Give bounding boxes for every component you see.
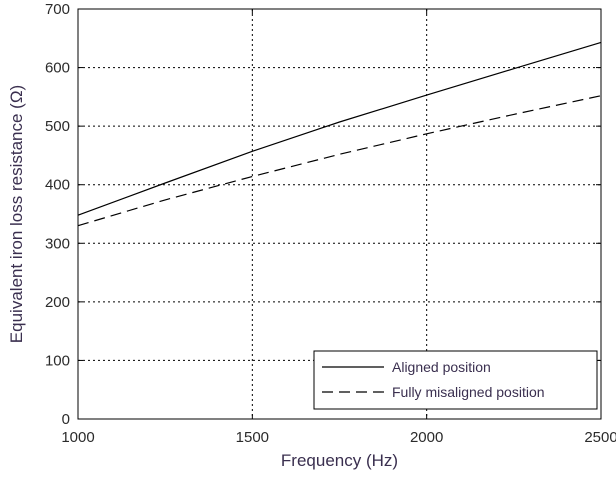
y-tick-labels: 0 100 200 300 400 500 600 700 bbox=[45, 1, 70, 428]
series-lines bbox=[77, 41, 602, 227]
x-axis-label: Frequency (Hz) bbox=[281, 451, 398, 470]
y-tick-label: 400 bbox=[45, 177, 70, 194]
legend-label: Aligned position bbox=[392, 359, 491, 375]
y-tick-label: 100 bbox=[45, 352, 70, 369]
series-line-aligned bbox=[77, 41, 602, 216]
plot-frame bbox=[77, 8, 602, 420]
y-tick-label: 300 bbox=[45, 235, 70, 252]
y-tick-label: 700 bbox=[45, 1, 70, 18]
legend-label: Fully misaligned position bbox=[392, 384, 545, 400]
y-axis-label: Equivalent iron loss resistance (Ω) bbox=[7, 85, 26, 343]
legend: Aligned position Fully misaligned positio… bbox=[313, 350, 598, 410]
series-line-misaligned bbox=[77, 95, 602, 227]
x-tick-label: 2000 bbox=[410, 429, 443, 446]
x-tick-label: 1500 bbox=[236, 429, 269, 446]
y-tick-label: 200 bbox=[45, 294, 70, 311]
y-tick-label: 600 bbox=[45, 60, 70, 77]
y-tick-label: 0 bbox=[62, 411, 70, 428]
y-tick-label: 500 bbox=[45, 118, 70, 135]
x-tick-label: 1000 bbox=[61, 429, 94, 446]
x-tick-labels: 1000 1500 2000 2500 bbox=[61, 429, 616, 446]
legend-box bbox=[313, 350, 598, 410]
axis-ticks bbox=[77, 8, 602, 420]
x-tick-label: 2500 bbox=[584, 429, 616, 446]
